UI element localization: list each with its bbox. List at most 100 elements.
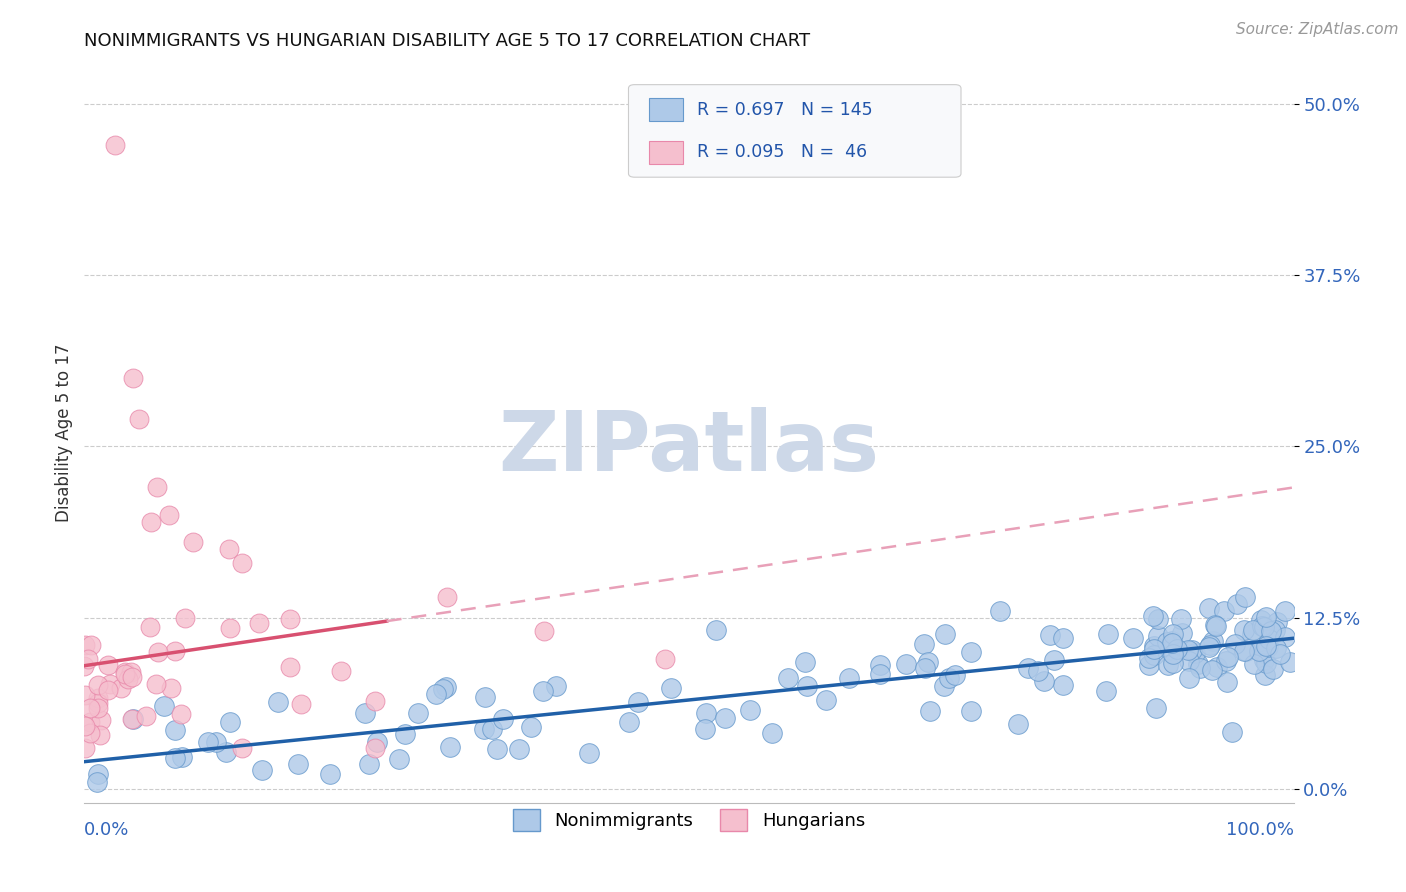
Point xyxy=(1184,646,1206,660)
Point xyxy=(330,665,353,679)
Point xyxy=(1234,644,1257,658)
Point xyxy=(1260,624,1282,638)
Point xyxy=(1264,623,1286,637)
Point xyxy=(914,661,936,675)
Point xyxy=(98,677,121,691)
Point xyxy=(714,711,737,725)
Point xyxy=(1274,604,1296,618)
Point xyxy=(1181,643,1204,657)
Point xyxy=(439,740,461,755)
Point xyxy=(1218,650,1240,665)
Point xyxy=(894,657,917,671)
Point xyxy=(1247,643,1270,657)
Point xyxy=(73,718,96,732)
Point xyxy=(474,690,496,705)
Point xyxy=(626,695,648,709)
Point xyxy=(1251,618,1274,632)
Point xyxy=(617,714,640,729)
Point xyxy=(1161,656,1184,670)
Point xyxy=(1254,610,1277,624)
Point xyxy=(988,604,1011,618)
Point xyxy=(1161,626,1184,640)
Point xyxy=(97,683,120,698)
Point xyxy=(1206,659,1229,673)
Text: ZIPatlas: ZIPatlas xyxy=(499,407,879,488)
Point xyxy=(388,752,411,766)
Point xyxy=(761,725,783,739)
Point xyxy=(366,734,388,748)
Point xyxy=(654,652,676,666)
Bar xyxy=(650,98,683,121)
Text: Source: ZipAtlas.com: Source: ZipAtlas.com xyxy=(1236,22,1399,37)
Point xyxy=(1270,647,1292,661)
Point xyxy=(1253,668,1275,682)
Point xyxy=(425,687,447,701)
Point xyxy=(110,681,132,695)
Point xyxy=(287,756,309,771)
Point xyxy=(145,677,167,691)
Point xyxy=(1147,612,1170,626)
Point xyxy=(1143,648,1166,662)
Point xyxy=(146,480,169,494)
Point xyxy=(219,715,242,730)
Point xyxy=(1142,641,1164,656)
Point xyxy=(1256,657,1278,671)
Point xyxy=(481,723,503,737)
Point xyxy=(353,706,375,720)
Point xyxy=(695,723,717,737)
Point xyxy=(1187,657,1209,672)
Point xyxy=(508,742,530,756)
Point xyxy=(1225,637,1247,651)
Point xyxy=(231,556,253,570)
Point xyxy=(959,704,981,718)
Point xyxy=(659,681,682,695)
Point xyxy=(86,700,108,714)
Point xyxy=(1033,673,1056,688)
Point xyxy=(1226,597,1249,611)
Point xyxy=(1233,590,1256,604)
Point xyxy=(704,624,727,638)
Point xyxy=(1171,626,1194,640)
Point xyxy=(160,681,183,695)
Point xyxy=(87,690,110,705)
Point xyxy=(215,745,238,759)
Point xyxy=(434,680,457,694)
Point xyxy=(1216,675,1239,690)
Point xyxy=(485,742,508,756)
Point xyxy=(1205,619,1227,633)
Point xyxy=(1039,628,1062,642)
Point xyxy=(1250,613,1272,627)
Point xyxy=(197,735,219,749)
Point xyxy=(231,741,253,756)
Text: 0.0%: 0.0% xyxy=(84,822,129,839)
Point xyxy=(79,700,101,714)
Point xyxy=(1261,661,1284,675)
Point xyxy=(163,643,186,657)
Point xyxy=(1233,643,1256,657)
Point xyxy=(96,657,118,672)
Point xyxy=(89,728,111,742)
Point xyxy=(120,665,142,680)
Point xyxy=(1170,611,1192,625)
Point xyxy=(1241,626,1264,640)
FancyBboxPatch shape xyxy=(628,85,962,178)
Point xyxy=(114,665,136,680)
Point xyxy=(1213,604,1236,618)
Point xyxy=(204,735,226,749)
Point xyxy=(432,681,454,696)
Point xyxy=(170,750,193,764)
Point xyxy=(87,677,110,691)
Point xyxy=(520,720,543,734)
Point xyxy=(1161,636,1184,650)
Point xyxy=(86,775,108,789)
Point xyxy=(1159,643,1181,657)
Point xyxy=(943,668,966,682)
Point xyxy=(357,756,380,771)
Point xyxy=(918,705,941,719)
Point xyxy=(1253,646,1275,660)
Point xyxy=(1257,632,1279,646)
Point xyxy=(73,659,96,673)
Point xyxy=(247,616,270,631)
Point xyxy=(1094,684,1116,698)
Point xyxy=(1142,608,1164,623)
